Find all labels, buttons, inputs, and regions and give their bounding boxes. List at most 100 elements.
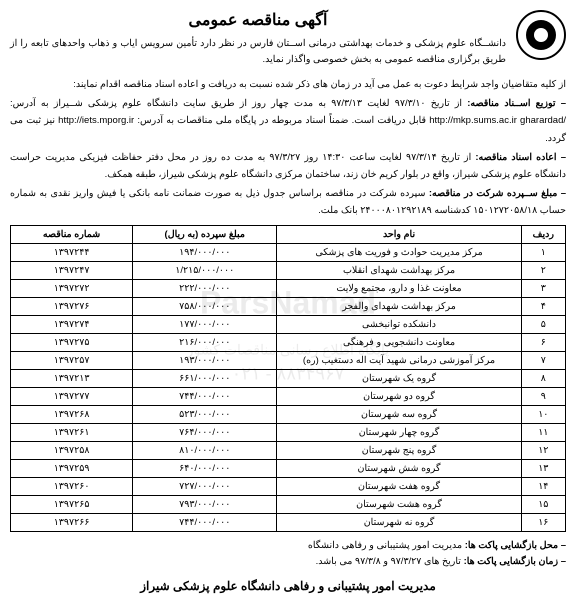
table-row: ۱۴گروه هفت شهرستان۷۲۷/۰۰۰/۰۰۰۱۳۹۷۲۶۰ <box>11 478 566 496</box>
cell-r: ۷ <box>521 352 565 370</box>
cell-num: ۱۳۹۷۲۱۳ <box>11 370 133 388</box>
table-row: ۵دانشکده توانبخشی۱۷۷/۰۰۰/۰۰۰۱۳۹۷۲۷۴ <box>11 316 566 334</box>
cell-name: معاونت دانشجویی و فرهنگی <box>277 334 521 352</box>
cell-amount: ۱۹۳/۰۰۰/۰۰۰ <box>133 352 277 370</box>
cell-r: ۱۶ <box>521 514 565 532</box>
cell-amount: ۷۴۴/۰۰۰/۰۰۰ <box>133 388 277 406</box>
table-row: ۱۰گروه سه شهرستان۵۲۳/۰۰۰/۰۰۰۱۳۹۷۲۶۸ <box>11 406 566 424</box>
table-row: ۱۳گروه شش شهرستان۶۴۰/۰۰۰/۰۰۰۱۳۹۷۲۵۹ <box>11 460 566 478</box>
tender-table: ردیف نام واحد مبلغ سپرده (به ریال) شماره… <box>10 225 566 532</box>
cell-name: گروه هشت شهرستان <box>277 496 521 514</box>
cell-num: ۱۳۹۷۲۴۴ <box>11 244 133 262</box>
cell-r: ۳ <box>521 280 565 298</box>
cell-num: ۱۳۹۷۲۷۵ <box>11 334 133 352</box>
cell-name: گروه هفت شهرستان <box>277 478 521 496</box>
cell-r: ۵ <box>521 316 565 334</box>
table-row: ۲مرکز بهداشت شهدای انقلاب۱/۲۱۵/۰۰۰/۰۰۰۱۳… <box>11 262 566 280</box>
distribution-line: – توزیع اســناد مناقصه: از تاریخ ۹۷/۳/۱۰… <box>10 95 566 146</box>
cell-r: ۱۰ <box>521 406 565 424</box>
open-time-label: – زمان بازگشایی پاکت ها: <box>464 556 566 567</box>
cell-name: گروه سه شهرستان <box>277 406 521 424</box>
cell-name: دانشکده توانبخشی <box>277 316 521 334</box>
cell-amount: ۶۴۰/۰۰۰/۰۰۰ <box>133 460 277 478</box>
cell-r: ۲ <box>521 262 565 280</box>
cell-num: ۱۳۹۷۲۶۸ <box>11 406 133 424</box>
open-time-text: تاریخ های ۹۷/۳/۲۷ و ۹۷/۳/۸ می باشد. <box>316 556 464 567</box>
cell-num: ۱۳۹۷۲۵۷ <box>11 352 133 370</box>
cell-num: ۱۳۹۷۲۶۵ <box>11 496 133 514</box>
cell-amount: ۷۴۴/۰۰۰/۰۰۰ <box>133 514 277 532</box>
cell-r: ۶ <box>521 334 565 352</box>
cell-amount: ۲۱۶/۰۰۰/۰۰۰ <box>133 334 277 352</box>
cell-num: ۱۳۹۷۲۵۸ <box>11 442 133 460</box>
cell-r: ۱۱ <box>521 424 565 442</box>
cell-num: ۱۳۹۷۲۵۹ <box>11 460 133 478</box>
return-label: – اعاده اسناد مناقصه: <box>475 152 566 163</box>
col-num-header: شماره مناقصه <box>11 226 133 244</box>
open-loc-label: – محل بازگشایی پاکت ها: <box>465 540 566 551</box>
table-row: ۱۶گروه نه شهرستان۷۴۴/۰۰۰/۰۰۰۱۳۹۷۲۶۶ <box>11 514 566 532</box>
col-row-header: ردیف <box>521 226 565 244</box>
cell-amount: ۵۲۳/۰۰۰/۰۰۰ <box>133 406 277 424</box>
cell-r: ۹ <box>521 388 565 406</box>
cell-amount: ۷۲۷/۰۰۰/۰۰۰ <box>133 478 277 496</box>
cell-name: گروه چهار شهرستان <box>277 424 521 442</box>
return-line: – اعاده اسناد مناقصه: از تاریخ ۹۷/۳/۱۴ ل… <box>10 149 566 183</box>
cell-amount: ۱/۲۱۵/۰۰۰/۰۰۰ <box>133 262 277 280</box>
cell-amount: ۱۹۴/۰۰۰/۰۰۰ <box>133 244 277 262</box>
table-row: ۱۱گروه چهار شهرستان۷۶۴/۰۰۰/۰۰۰۱۳۹۷۲۶۱ <box>11 424 566 442</box>
university-logo <box>516 10 566 60</box>
cell-num: ۱۳۹۷۲۷۷ <box>11 388 133 406</box>
cell-amount: ۷۵۸/۰۰۰/۰۰۰ <box>133 298 277 316</box>
cell-num: ۱۳۹۷۲۶۱ <box>11 424 133 442</box>
deposit-line: – مبلغ ســپرده شرکت در مناقصه: سپرده شرک… <box>10 185 566 219</box>
table-row: ۶معاونت دانشجویی و فرهنگی۲۱۶/۰۰۰/۰۰۰۱۳۹۷… <box>11 334 566 352</box>
cell-num: ۱۳۹۷۲۶۶ <box>11 514 133 532</box>
cell-num: ۱۳۹۷۲۷۶ <box>11 298 133 316</box>
cell-amount: ۸۱۰/۰۰۰/۰۰۰ <box>133 442 277 460</box>
cell-amount: ۱۷۷/۰۰۰/۰۰۰ <box>133 316 277 334</box>
cell-name: مرکز آموزشی درمانی شهید آیت اله دستغیب (… <box>277 352 521 370</box>
cell-name: گروه یک شهرستان <box>277 370 521 388</box>
cell-r: ۱۳ <box>521 460 565 478</box>
col-name-header: نام واحد <box>277 226 521 244</box>
table-row: ۱مرکز مدیریت حوادث و فوریت های پزشکی۱۹۴/… <box>11 244 566 262</box>
open-time-line: – زمان بازگشایی پاکت ها: تاریخ های ۹۷/۳/… <box>10 554 566 570</box>
col-amount-header: مبلغ سپرده (به ریال) <box>133 226 277 244</box>
table-row: ۹گروه دو شهرستان۷۴۴/۰۰۰/۰۰۰۱۳۹۷۲۷۷ <box>11 388 566 406</box>
cell-r: ۸ <box>521 370 565 388</box>
invite-line: از کلیه متقاضیان واجد شرایط دعوت به عمل … <box>10 76 566 93</box>
cell-amount: ۶۶۱/۰۰۰/۰۰۰ <box>133 370 277 388</box>
cell-name: گروه نه شهرستان <box>277 514 521 532</box>
cell-num: ۱۳۹۷۲۶۰ <box>11 478 133 496</box>
cell-amount: ۷۹۳/۰۰۰/۰۰۰ <box>133 496 277 514</box>
cell-r: ۱ <box>521 244 565 262</box>
cell-amount: ۲۲۲/۰۰۰/۰۰۰ <box>133 280 277 298</box>
footer-title: مدیریت امور پشتیبانی و رفاهی دانشگاه علو… <box>10 576 566 596</box>
table-row: ۱۲گروه پنج شهرستان۸۱۰/۰۰۰/۰۰۰۱۳۹۷۲۵۸ <box>11 442 566 460</box>
table-row: ۳معاونت غذا و دارو، مجتمع ولایت۲۲۲/۰۰۰/۰… <box>11 280 566 298</box>
cell-name: گروه دو شهرستان <box>277 388 521 406</box>
table-row: ۷مرکز آموزشی درمانی شهید آیت اله دستغیب … <box>11 352 566 370</box>
deposit-label: – مبلغ ســپرده شرکت در مناقصه: <box>429 188 566 199</box>
page-title: آگهی مناقصه عمومی <box>10 10 506 30</box>
cell-num: ۱۳۹۷۲۷۲ <box>11 280 133 298</box>
header-row: ردیف نام واحد مبلغ سپرده (به ریال) شماره… <box>11 226 566 244</box>
open-location-line: – محل بازگشایی پاکت ها: مدیریت امور پشتی… <box>10 538 566 554</box>
cell-r: ۴ <box>521 298 565 316</box>
cell-r: ۱۲ <box>521 442 565 460</box>
cell-name: مرکز مدیریت حوادث و فوریت های پزشکی <box>277 244 521 262</box>
cell-r: ۱۵ <box>521 496 565 514</box>
cell-name: مرکز بهداشت شهدای انقلاب <box>277 262 521 280</box>
cell-num: ۱۳۹۷۲۴۷ <box>11 262 133 280</box>
table-row: ۱۵گروه هشت شهرستان۷۹۳/۰۰۰/۰۰۰۱۳۹۷۲۶۵ <box>11 496 566 514</box>
cell-amount: ۷۶۴/۰۰۰/۰۰۰ <box>133 424 277 442</box>
intro-text: دانشــگاه علوم پزشکی و خدمات بهداشتی درم… <box>10 36 506 68</box>
cell-r: ۱۴ <box>521 478 565 496</box>
open-loc-text: مدیریت امور پشتیبانی و رفاهی دانشگاه <box>308 540 465 551</box>
cell-num: ۱۳۹۷۲۷۴ <box>11 316 133 334</box>
cell-name: گروه پنج شهرستان <box>277 442 521 460</box>
cell-name: مرکز بهداشت شهدای والفجر <box>277 298 521 316</box>
cell-name: معاونت غذا و دارو، مجتمع ولایت <box>277 280 521 298</box>
dist-label: – توزیع اســناد مناقصه: <box>467 98 566 109</box>
